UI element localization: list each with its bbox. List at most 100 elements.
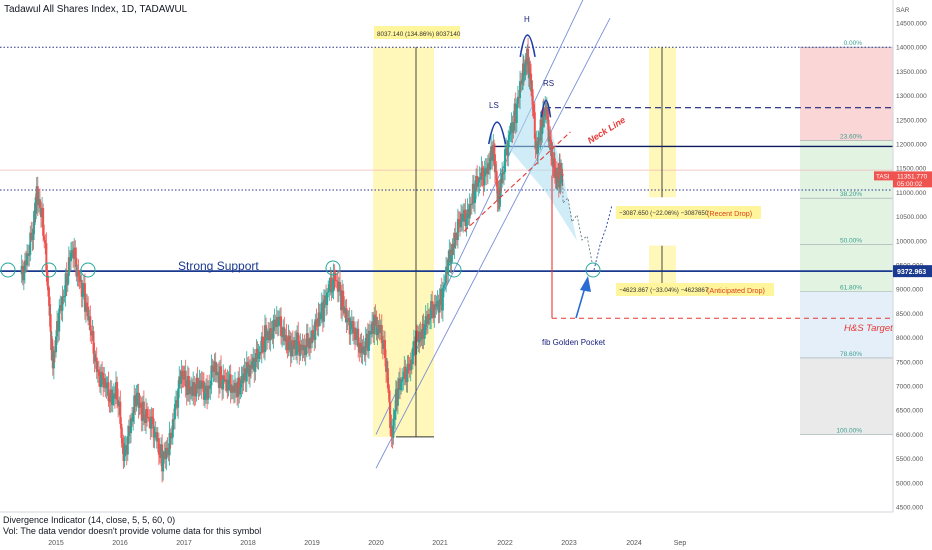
candle-body (272, 320, 275, 339)
candle-body (434, 304, 437, 308)
candle-body (284, 335, 287, 341)
candle-body (177, 388, 180, 408)
candle-body (235, 382, 238, 393)
candle-body (376, 327, 379, 336)
candle-body (109, 389, 112, 403)
candle-body (106, 382, 109, 388)
candle-body (42, 208, 45, 236)
candle-body (561, 173, 564, 176)
candle-body (514, 103, 517, 123)
candle-body (384, 340, 387, 359)
candle-body (330, 277, 333, 293)
candle-body (472, 183, 475, 204)
candle-body (158, 454, 161, 458)
candle-body (229, 374, 232, 393)
candle-body (424, 316, 427, 328)
candle-body (267, 330, 270, 339)
candle-body (530, 73, 533, 92)
candle-body (178, 376, 181, 389)
time-tick: 2017 (176, 540, 192, 547)
candle-body (475, 175, 478, 191)
candle-body (61, 296, 64, 311)
candle-body (216, 371, 219, 373)
candle-body (38, 199, 41, 208)
ls-label: LS (489, 101, 499, 110)
candle-body (504, 149, 507, 172)
candle-body (297, 332, 300, 341)
candle-body (43, 235, 46, 241)
candle-body (426, 314, 429, 324)
candle-body (143, 419, 146, 423)
candle-body (490, 146, 493, 158)
candle-body (517, 96, 520, 99)
candle-body (333, 272, 336, 281)
time-tick: 2021 (432, 540, 448, 547)
candle-body (79, 279, 82, 282)
candle-body (318, 312, 321, 320)
candle-body (460, 213, 463, 228)
candle-body (176, 400, 179, 408)
candle-body (199, 380, 202, 389)
candle-body (271, 331, 274, 339)
candle-body (519, 81, 522, 99)
candle-body (520, 81, 523, 85)
candle-body (551, 152, 554, 167)
candle-body (543, 115, 546, 117)
candle-body (288, 335, 291, 343)
candle-body (313, 332, 316, 340)
candle-body (170, 437, 173, 439)
candle-body (112, 393, 115, 395)
candle-body (412, 340, 415, 348)
candle-body (26, 253, 29, 266)
candle-body (529, 68, 532, 74)
candle-body (23, 260, 26, 273)
candle-body (299, 344, 302, 356)
candle-body (52, 351, 55, 369)
candle-body (135, 395, 138, 407)
candle-body (161, 444, 164, 472)
candle-body (510, 122, 513, 132)
candle-body (325, 295, 328, 306)
candle-body (127, 426, 130, 436)
candle-body (409, 360, 412, 371)
candle-body (246, 362, 249, 368)
candle-body (363, 346, 366, 356)
candle-body (461, 213, 464, 222)
candle-body (37, 199, 40, 206)
candle-body (167, 449, 170, 456)
candle-body (163, 451, 166, 460)
candle-body (206, 385, 209, 400)
candle-body (197, 383, 200, 390)
candle-body (407, 363, 410, 367)
candle-body (380, 325, 383, 344)
price-tick: 10500.000 (896, 214, 927, 221)
recent-drop-label: (Recent Drop) (707, 209, 752, 218)
candle-body (502, 171, 505, 175)
support-price-tag (893, 265, 932, 278)
rs-label: RS (543, 79, 554, 88)
candle-body (332, 272, 335, 290)
candle-body (142, 401, 145, 420)
candle-body (168, 432, 171, 456)
candle-body (82, 283, 85, 294)
candle-body (506, 148, 509, 156)
candle-body (417, 336, 420, 343)
candle-body (252, 357, 255, 362)
candle-body (392, 418, 395, 438)
candle-body (367, 330, 370, 352)
candle-body (306, 333, 309, 348)
recent-drop-value: −3087.650 (−22.06%) −3087650 (619, 210, 709, 217)
candle-body (471, 183, 474, 204)
candle-body (419, 331, 422, 340)
candle-body (431, 301, 434, 311)
candle-body (427, 314, 430, 321)
candle-body (331, 289, 334, 293)
candle-body (242, 373, 245, 384)
candle-body (499, 178, 502, 196)
candle-body (105, 387, 108, 389)
candle-body (449, 249, 452, 263)
candle-body (262, 343, 265, 353)
candle-body (480, 167, 483, 180)
candle-body (346, 319, 349, 322)
